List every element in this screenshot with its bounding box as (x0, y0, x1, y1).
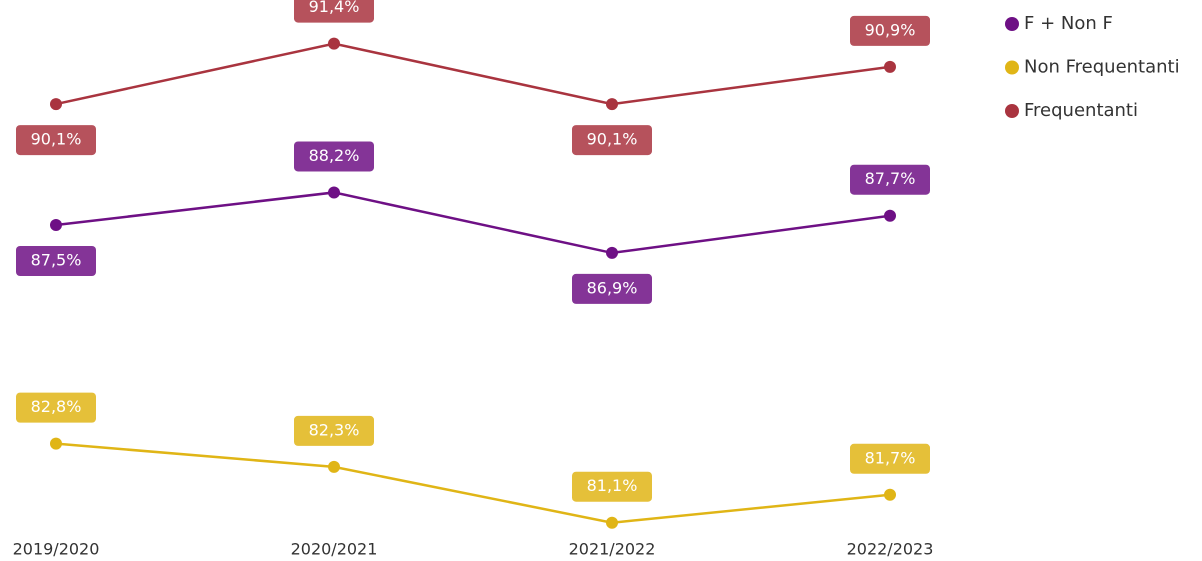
value-label: 82,3% (309, 420, 360, 439)
value-label: 87,7% (865, 169, 916, 188)
data-point (606, 516, 618, 529)
value-label-box (16, 125, 96, 156)
value-label-box (850, 443, 930, 474)
x-tick-label: 2020/2021 (291, 540, 378, 559)
value-label-box (294, 415, 374, 446)
data-point (328, 37, 340, 50)
value-label-box (572, 125, 652, 156)
value-label: 86,9% (587, 278, 638, 297)
value-label-box (294, 141, 374, 172)
value-label-box (850, 164, 930, 195)
legend-marker (1005, 17, 1019, 31)
data-point (328, 186, 340, 199)
data-point (328, 460, 340, 473)
data-point (50, 98, 62, 111)
value-label: 82,8% (31, 397, 82, 416)
value-label: 91,4% (309, 0, 360, 16)
series-line (55, 42, 891, 106)
legend-label: Non Frequentanti (1024, 57, 1180, 78)
data-point (606, 246, 618, 259)
value-label-box (572, 273, 652, 304)
value-label: 90,1% (31, 130, 82, 149)
value-label: 81,7% (865, 448, 916, 467)
x-tick-label: 2019/2020 (13, 540, 100, 559)
value-label-box (294, 0, 374, 23)
data-point (884, 60, 896, 73)
x-tick-label: 2022/2023 (847, 540, 934, 559)
legend-label: Frequentanti (1024, 100, 1138, 121)
value-label-box (16, 392, 96, 423)
value-label: 90,1% (587, 130, 638, 149)
value-label: 88,2% (309, 146, 360, 165)
legend-label: F + Non F (1024, 13, 1113, 34)
legend-marker (1005, 104, 1019, 118)
value-label: 90,9% (865, 20, 916, 39)
value-label-box (572, 471, 652, 502)
x-tick-label: 2021/2022 (569, 540, 656, 559)
data-point (884, 209, 896, 222)
series-line (55, 442, 891, 524)
series-line (55, 191, 891, 255)
value-label-box (850, 15, 930, 46)
legend-marker (1005, 60, 1019, 75)
value-label-box (16, 246, 96, 277)
data-point (884, 488, 896, 501)
data-point (50, 219, 62, 232)
data-point (606, 98, 618, 111)
value-label: 81,1% (587, 476, 638, 495)
data-point (50, 437, 62, 450)
value-label: 87,5% (31, 251, 82, 270)
